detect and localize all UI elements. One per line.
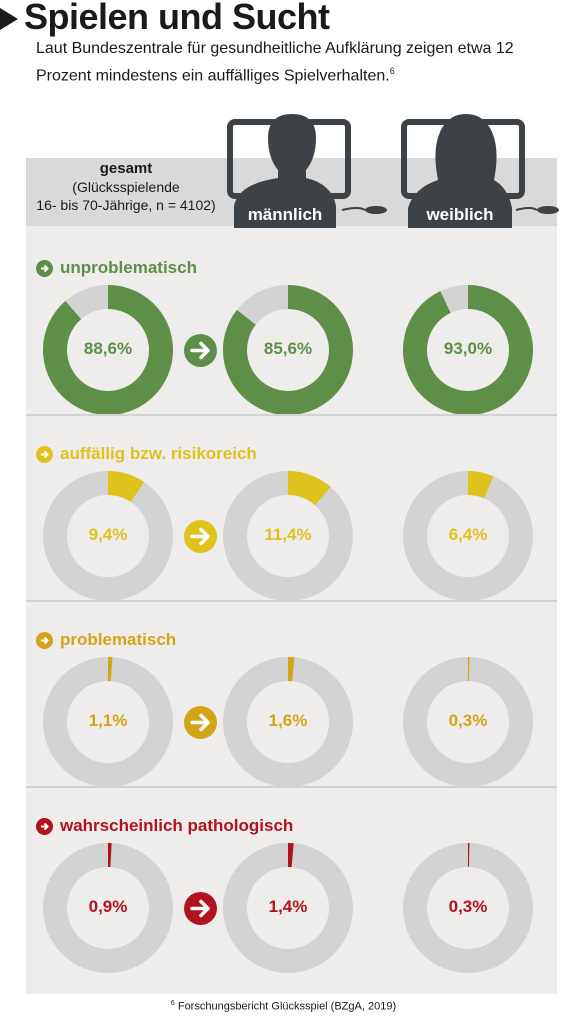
title-arrow-icon [0, 8, 18, 30]
arrow-right-icon [184, 892, 217, 925]
donut-value-label: 0,9% [88, 897, 128, 916]
donut-value-label: 93,0% [443, 339, 493, 358]
category-label: unproblematisch [60, 258, 197, 277]
gesamt-desc-2: 16- bis 70-Jährige, n = 4102) [36, 197, 216, 213]
arrow-right-icon [36, 259, 53, 277]
female-figure: weiblich [401, 114, 559, 228]
arrow-right-icon [184, 520, 217, 553]
row-separator [26, 414, 557, 416]
arrow-right-icon [36, 817, 53, 835]
male-figure: männlich [227, 114, 387, 228]
male-silhouette-icon [234, 114, 336, 228]
footnote-text: Forschungsbericht Glücksspiel (BZgA, 201… [177, 1000, 397, 1013]
female-silhouette-icon [408, 114, 512, 228]
row-separator [26, 600, 557, 602]
donut-value-label: 6,4% [448, 525, 488, 544]
donut-value-label: 11,4% [264, 525, 312, 544]
male-label: männlich [248, 205, 323, 224]
category-header-unproblematisch: unproblematisch [36, 258, 197, 278]
title-row: Spielen und Sucht [0, 0, 330, 38]
category-header-pathologisch: wahrscheinlich pathologisch [36, 816, 293, 836]
donut-value-label: 1,6% [268, 711, 308, 730]
donut-value-label: 85,6% [263, 339, 313, 358]
arrow-right-icon [36, 445, 53, 463]
row-separator [26, 786, 557, 788]
subtitle: Laut Bundeszentrale für gesundheitliche … [36, 38, 556, 87]
donut-segment [43, 285, 173, 415]
footnote-mark: 6 [170, 1000, 175, 1007]
footnote: 6 Forschungsbericht Glücksspiel (BZgA, 2… [0, 1000, 567, 1013]
donut-segment [467, 471, 494, 499]
page-title: Spielen und Sucht [24, 0, 330, 37]
arrow-right-icon [36, 631, 53, 649]
donut-problematisch-männlich [223, 657, 353, 787]
subtitle-text: Laut Bundeszentrale für gesundheitliche … [36, 40, 514, 85]
donut-unproblematisch-männlich [223, 285, 353, 415]
category-label: auffällig bzw. risikoreich [60, 444, 257, 463]
gesamt-header: gesamt (Glücksspielende 16- bis 70-Jähri… [26, 160, 226, 214]
arrow-right-icon [184, 334, 217, 367]
category-header-problematisch: problematisch [36, 630, 176, 650]
donut-problematisch-gesamt [43, 657, 173, 787]
female-label: weiblich [425, 205, 493, 224]
donut-auffaellig-gesamt [43, 471, 173, 601]
gesamt-title: gesamt [99, 160, 153, 177]
donut-auffaellig-weiblich [403, 471, 533, 601]
donut-segment [107, 471, 145, 503]
donut-pathologisch-weiblich [403, 842, 533, 973]
donut-pathologisch-männlich [223, 843, 353, 973]
donut-pathologisch-gesamt [43, 843, 173, 973]
donut-unproblematisch-gesamt [43, 285, 173, 415]
donut-segment [403, 285, 533, 415]
donut-value-label: 1,1% [88, 711, 128, 730]
arrow-right-icon [184, 706, 217, 739]
donut-value-label: 1,4% [268, 897, 308, 916]
donut-value-label: 9,4% [88, 525, 128, 544]
gesamt-desc-1: (Glücksspielende [72, 179, 180, 195]
donut-value-label: 0,3% [448, 711, 488, 730]
category-label: problematisch [60, 630, 177, 649]
donut-segment [287, 471, 331, 506]
female-mouse-icon [537, 206, 559, 214]
category-header-auffaellig: auffällig bzw. risikoreich [36, 444, 257, 464]
donut-unproblematisch-weiblich [403, 285, 533, 415]
category-label: wahrscheinlich pathologisch [60, 816, 294, 835]
donut-value-label: 88,6% [83, 339, 133, 358]
donut-segment [223, 285, 353, 415]
donut-auffaellig-männlich [223, 471, 353, 601]
male-mouse-icon [365, 206, 387, 214]
donut-problematisch-weiblich [403, 656, 533, 787]
donut-value-label: 0,3% [448, 897, 488, 916]
subtitle-footnote-mark: 6 [389, 66, 395, 76]
